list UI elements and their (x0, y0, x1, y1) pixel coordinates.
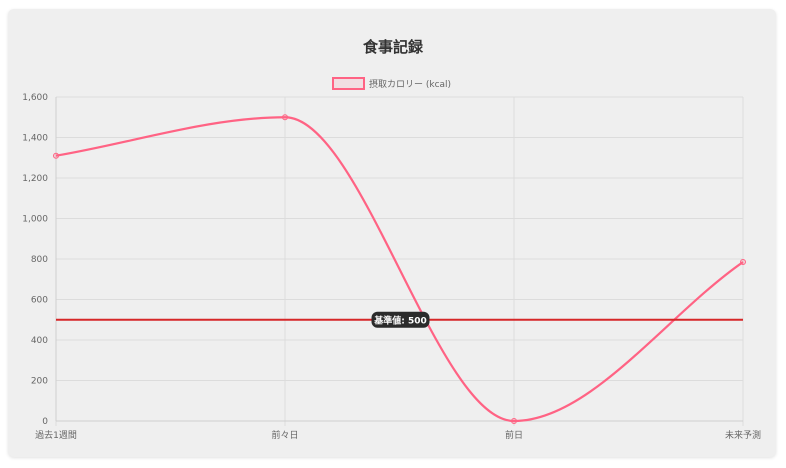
axes: 0 200 400 600 800 1,000 1,200 1,400 1,600 過去1週間 前々… (22, 93, 761, 441)
y-tick-label: 600 (31, 296, 48, 306)
y-tick-label: 1,600 (22, 93, 48, 103)
data-point (282, 114, 288, 121)
data-point (53, 152, 59, 159)
legend[interactable]: 摂取カロリー (kcal) (332, 77, 451, 90)
x-tick-label: 過去1週間 (35, 429, 77, 441)
series-layer (53, 114, 746, 424)
data-point (740, 259, 746, 266)
series-line (55, 116, 744, 423)
chart-title: 食事記録 (363, 38, 424, 56)
y-tick-label: 200 (31, 377, 48, 387)
reference-line-badge (371, 311, 430, 328)
y-tick-label: 800 (31, 255, 48, 265)
y-tick-label: 400 (31, 336, 48, 346)
grid (55, 96, 744, 426)
x-tick-label: 前日 (505, 429, 523, 441)
legend-swatch (332, 77, 365, 90)
reference-line-layer: 基準値: 500 (56, 311, 743, 328)
data-point (511, 418, 517, 424)
reference-line-label: 基準値: 500 (373, 314, 427, 326)
legend-label: 摂取カロリー (kcal) (369, 78, 451, 90)
y-tick-label: 0 (42, 417, 48, 427)
x-tick-label: 未来予測 (725, 429, 761, 441)
y-tick-label: 1,000 (22, 215, 48, 225)
y-tick-label: 1,400 (22, 134, 48, 144)
y-tick-label: 1,200 (22, 174, 48, 184)
x-tick-label: 前々日 (271, 429, 298, 441)
chart-card (8, 9, 776, 457)
